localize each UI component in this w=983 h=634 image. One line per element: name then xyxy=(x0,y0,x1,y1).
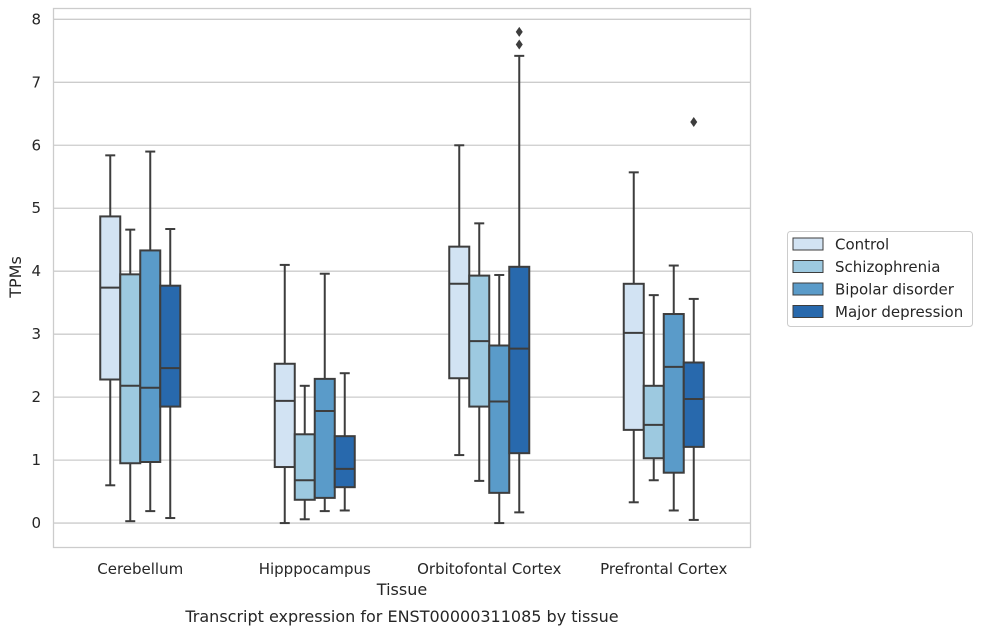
x-axis-ticks: Cerebellum Hipppocampus Orbitofontal Corte… xyxy=(97,560,727,578)
legend-swatch xyxy=(792,260,824,273)
legend-swatch xyxy=(792,305,824,318)
x-tick-label: Prefrontal Cortex xyxy=(600,560,727,578)
y-tick-label: 8 xyxy=(31,10,41,28)
box xyxy=(273,362,296,469)
x-tick-label: Cerebellum xyxy=(97,560,183,578)
box xyxy=(508,265,531,455)
box-major-depression-hipppocampus xyxy=(333,372,356,512)
box xyxy=(313,377,336,499)
box xyxy=(333,435,356,489)
box xyxy=(139,249,162,463)
plot-frame xyxy=(52,7,752,549)
box xyxy=(682,361,705,448)
box xyxy=(448,245,471,380)
legend: Control Schizophrenia Bipolar disorder Majo… xyxy=(787,231,973,327)
box-schizophrenia-orbitofontal-cortex xyxy=(468,222,491,482)
legend-label: Major depression xyxy=(835,303,963,321)
box-bipolar-disorder-prefrontal-cortex xyxy=(662,264,685,512)
legend-label: Control xyxy=(835,236,889,254)
outlier-point xyxy=(690,116,698,127)
box xyxy=(99,215,122,381)
box-control-orbitofontal-cortex xyxy=(448,144,471,457)
y-axis-ticks: 0 1 2 3 4 5 6 7 8 xyxy=(31,10,41,532)
legend-swatch xyxy=(792,282,824,296)
y-tick-label: 5 xyxy=(31,199,41,217)
box-major-depression-cerebellum xyxy=(159,228,182,520)
y-tick-label: 4 xyxy=(31,262,41,280)
box xyxy=(622,282,645,431)
x-tick-label: Hipppocampus xyxy=(259,560,371,578)
y-tick-label: 1 xyxy=(31,451,41,469)
y-tick-label: 2 xyxy=(31,388,41,406)
box-plots xyxy=(99,26,705,525)
box-schizophrenia-prefrontal-cortex xyxy=(642,294,665,482)
box xyxy=(119,273,142,465)
box xyxy=(662,313,685,474)
legend-label: Schizophrenia xyxy=(835,258,940,276)
x-tick-label: Orbitofontal Cortex xyxy=(417,560,561,578)
box xyxy=(488,344,511,494)
y-axis-label: TPMs xyxy=(6,256,25,299)
legend-frame xyxy=(787,231,973,327)
y-tick-label: 7 xyxy=(31,73,41,91)
legend-swatch xyxy=(792,237,824,251)
box xyxy=(293,433,316,501)
box-bipolar-disorder-orbitofontal-cortex xyxy=(488,273,511,525)
outlier-point xyxy=(515,39,523,50)
y-tick-label: 6 xyxy=(31,136,41,154)
x-axis-label: Tissue xyxy=(376,580,427,599)
box-major-depression-orbitofontal-cortex xyxy=(508,26,531,514)
box-schizophrenia-hipppocampus xyxy=(293,384,316,521)
box-control-cerebellum xyxy=(99,154,122,487)
outlier-point xyxy=(515,26,523,37)
box-bipolar-disorder-hipppocampus xyxy=(313,272,336,513)
y-tick-label: 0 xyxy=(31,514,41,532)
box-major-depression-prefrontal-cortex xyxy=(682,116,705,521)
box xyxy=(159,284,182,408)
box xyxy=(642,384,665,460)
chart-caption: Transcript expression for ENST0000031108… xyxy=(184,607,618,626)
y-tick-label: 3 xyxy=(31,325,41,343)
box-schizophrenia-cerebellum xyxy=(119,228,142,523)
box-control-prefrontal-cortex xyxy=(622,171,645,504)
legend-label: Bipolar disorder xyxy=(835,281,955,299)
box-bipolar-disorder-cerebellum xyxy=(139,150,162,513)
box-control-hipppocampus xyxy=(273,263,296,525)
